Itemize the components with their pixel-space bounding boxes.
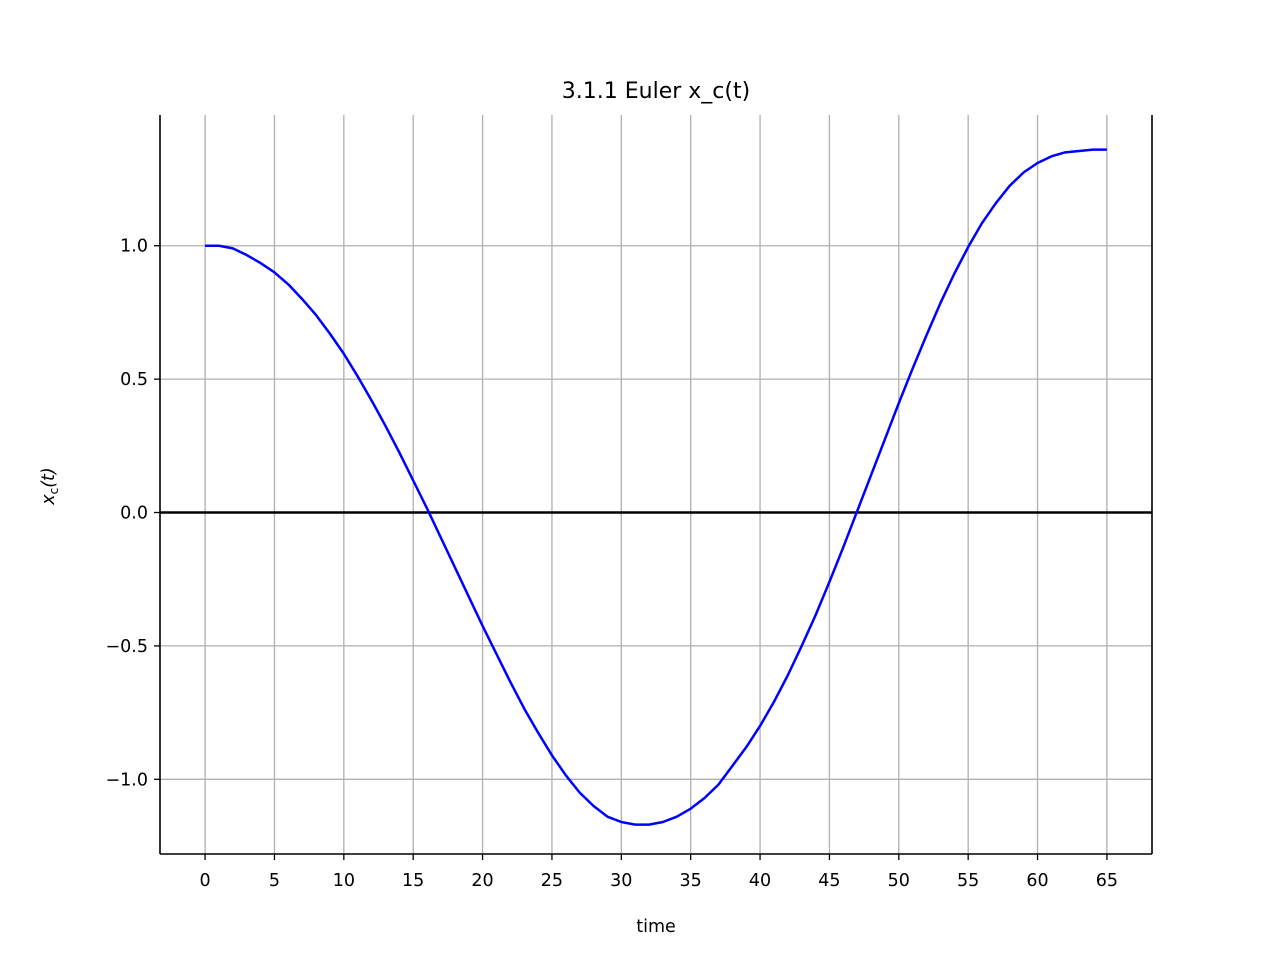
x-tick-label: 45 bbox=[818, 871, 840, 891]
y-tick-label: −0.5 bbox=[106, 637, 149, 657]
x-tick-label: 65 bbox=[1096, 871, 1118, 891]
chart-title: 3.1.1 Euler x_c(t) bbox=[562, 79, 750, 104]
y-axis-label-sub: c bbox=[47, 488, 61, 495]
axis-spines bbox=[159, 115, 1153, 855]
x-tick-labels: 0 5 10 15 20 25 30 35 40 45 50 55 60 65 bbox=[200, 871, 1119, 891]
x-tick-label: 10 bbox=[333, 871, 355, 891]
x-tick-label: 15 bbox=[402, 871, 424, 891]
y-tick-label: 0.0 bbox=[120, 504, 148, 524]
x-tick-label: 60 bbox=[1026, 871, 1048, 891]
series-line bbox=[205, 148, 1107, 826]
y-tick-labels: −1.0 −0.5 0.0 0.5 1.0 bbox=[106, 237, 149, 791]
x-tick-label: 25 bbox=[541, 871, 563, 891]
x-tick-label: 5 bbox=[269, 871, 280, 891]
x-tick-label: 55 bbox=[957, 871, 979, 891]
x-tick-label: 0 bbox=[200, 871, 211, 891]
y-tick-label: 1.0 bbox=[120, 237, 148, 257]
y-axis-label-arg: (t) bbox=[39, 467, 59, 488]
y-tick-label: 0.5 bbox=[120, 370, 148, 390]
grid bbox=[160, 115, 1152, 854]
x-tick-label: 50 bbox=[888, 871, 910, 891]
y-axis-label: xc(t) bbox=[39, 467, 61, 506]
x-tick-label: 20 bbox=[471, 871, 493, 891]
x-axis-label: time bbox=[636, 917, 676, 937]
x-tick-label: 35 bbox=[680, 871, 702, 891]
tick-marks bbox=[154, 245, 1108, 860]
y-axis-label-base: x bbox=[39, 494, 59, 506]
x-tick-label: 30 bbox=[610, 871, 632, 891]
y-tick-label: −1.0 bbox=[106, 770, 149, 790]
x-tick-label: 40 bbox=[749, 871, 771, 891]
